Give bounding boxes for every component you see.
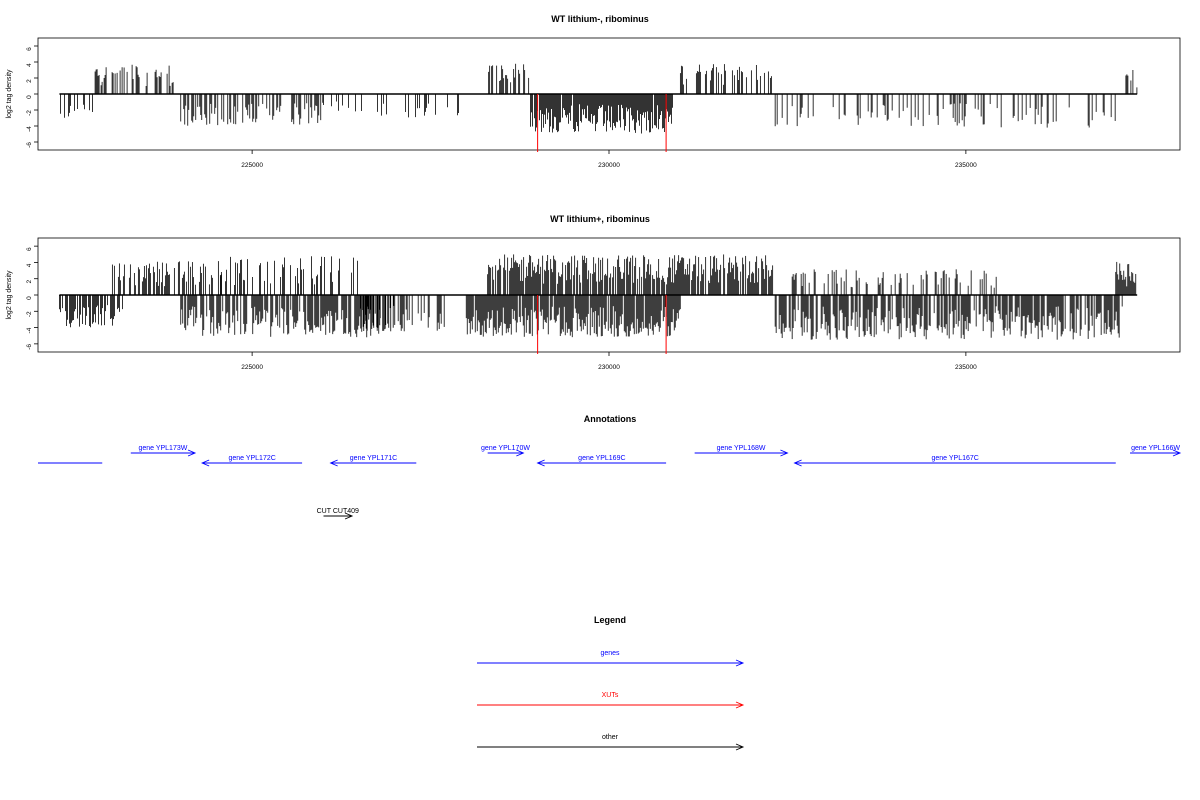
feature-label: gene YPL169C bbox=[578, 455, 625, 462]
y-tick-label: 0 bbox=[26, 296, 33, 300]
chart-title: WT lithium-, ribominus bbox=[551, 14, 649, 24]
legend-arrowhead bbox=[735, 701, 745, 709]
legend-label: other bbox=[602, 734, 619, 741]
feature-label: CUT CUT409 bbox=[317, 508, 359, 515]
feature-arrowhead bbox=[793, 459, 802, 467]
x-tick-label: 235000 bbox=[955, 364, 977, 371]
feature-arrowhead bbox=[329, 459, 338, 467]
feature-arrowhead bbox=[201, 459, 210, 467]
data-bars bbox=[60, 63, 1138, 134]
feature-arrowhead bbox=[1172, 449, 1182, 457]
y-tick-label: -4 bbox=[26, 327, 33, 333]
chart-title: WT lithium+, ribominus bbox=[550, 214, 650, 224]
x-tick-label: 235000 bbox=[955, 162, 977, 169]
y-tick-label: -2 bbox=[26, 110, 33, 116]
data-bars bbox=[59, 254, 1137, 340]
feature-arrowhead bbox=[344, 512, 354, 520]
legend-arrowhead bbox=[735, 743, 745, 751]
y-tick-label: -6 bbox=[26, 344, 33, 350]
legend-label: genes bbox=[600, 650, 620, 657]
legend-arrowhead bbox=[735, 659, 745, 667]
feature-label: gene YPL170W bbox=[481, 445, 530, 452]
x-tick-label: 225000 bbox=[241, 364, 263, 371]
feature-label: gene YPL172C bbox=[228, 455, 275, 462]
feature-arrowhead bbox=[780, 449, 789, 457]
y-tick-label: 2 bbox=[26, 280, 33, 284]
feature-label: gene YPL166W bbox=[1131, 445, 1180, 452]
x-tick-label: 225000 bbox=[241, 162, 263, 169]
y-tick-label: 6 bbox=[26, 47, 33, 51]
feature-arrowhead bbox=[187, 449, 197, 457]
feature-label: gene YPL168W bbox=[717, 445, 766, 452]
feature-label: gene YPL171C bbox=[350, 455, 397, 462]
y-axis-label: log2 tag density bbox=[6, 270, 13, 320]
annotations-title: Annotations bbox=[584, 414, 637, 424]
y-tick-label: 4 bbox=[26, 63, 33, 67]
y-tick-label: -4 bbox=[26, 126, 33, 132]
y-axis-label: log2 tag density bbox=[6, 69, 13, 119]
y-tick-label: -6 bbox=[26, 142, 33, 148]
legend-label: XUTs bbox=[602, 692, 619, 699]
feature-label: gene YPL167C bbox=[931, 455, 978, 462]
x-tick-label: 230000 bbox=[598, 162, 620, 169]
y-tick-label: 2 bbox=[26, 79, 33, 83]
x-tick-label: 230000 bbox=[598, 364, 620, 371]
y-tick-label: 6 bbox=[26, 247, 33, 251]
y-tick-label: -2 bbox=[26, 311, 33, 317]
feature-arrowhead bbox=[516, 449, 525, 457]
y-tick-label: 4 bbox=[26, 263, 33, 267]
y-tick-label: 0 bbox=[26, 95, 33, 99]
legend-title: Legend bbox=[594, 615, 626, 625]
feature-label: gene YPL173W bbox=[138, 445, 187, 452]
feature-arrowhead bbox=[536, 459, 545, 467]
